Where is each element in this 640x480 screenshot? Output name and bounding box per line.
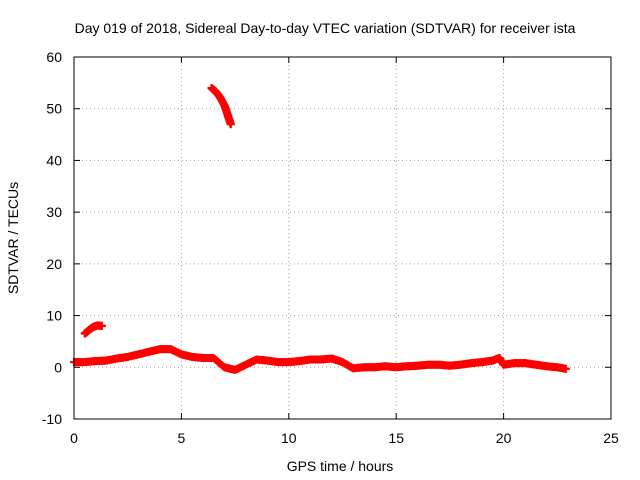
data-point <box>561 364 570 373</box>
x-axis-label: GPS time / hours <box>287 458 394 474</box>
y-axis-label: SDTVAR / TECUs <box>5 182 21 294</box>
y-tick-label: 10 <box>46 308 62 324</box>
series-high-arc <box>207 84 235 129</box>
y-tick-label: 30 <box>46 204 62 220</box>
plot-frame <box>73 56 612 420</box>
y-tick-label: 60 <box>46 49 62 65</box>
x-tick-label: 15 <box>388 430 404 446</box>
data-point <box>226 120 235 129</box>
y-tick-label: 40 <box>46 152 62 168</box>
y-tick-label: -10 <box>42 411 62 427</box>
series-main <box>70 345 570 374</box>
y-tick-label: 20 <box>46 256 62 272</box>
y-tick-label: 0 <box>54 359 62 375</box>
y-tick-label: 50 <box>46 101 62 117</box>
x-tick-label: 20 <box>496 430 512 446</box>
data-series <box>70 84 570 374</box>
grid-lines <box>74 57 611 419</box>
series-early-arc <box>80 321 106 338</box>
x-tick-label: 25 <box>603 430 619 446</box>
axis-ticks: 0 5 10 15 20 25 -10 0 10 20 30 40 50 60 <box>42 49 619 446</box>
x-tick-label: 5 <box>178 430 186 446</box>
data-point <box>97 321 106 330</box>
x-tick-label: 10 <box>281 430 297 446</box>
chart-title: Day 019 of 2018, Sidereal Day-to-day VTE… <box>75 20 576 36</box>
x-tick-label: 0 <box>70 430 78 446</box>
